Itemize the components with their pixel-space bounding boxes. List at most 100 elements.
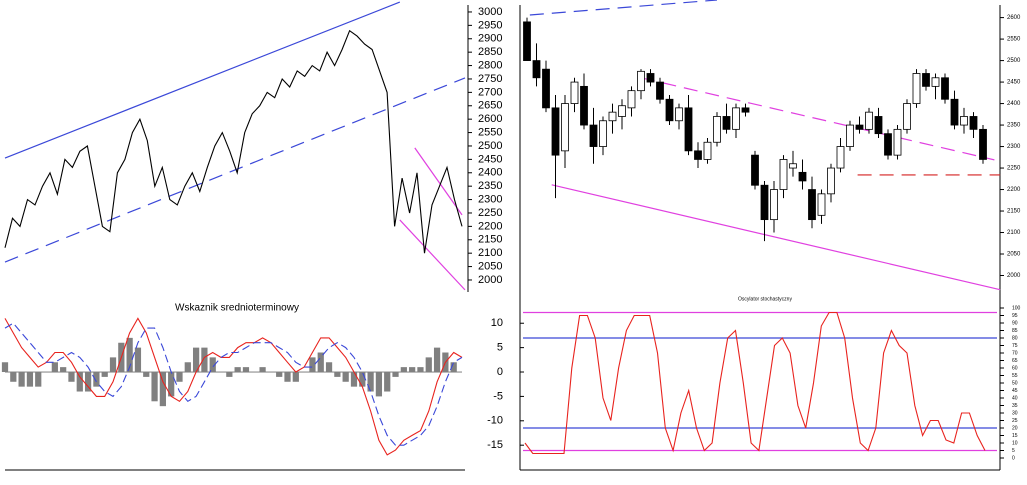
- histogram-bar: [26, 372, 34, 387]
- y-tick-label: 2600: [1007, 15, 1021, 21]
- y-tick-label: 2050: [478, 260, 502, 272]
- trendline: [640, 77, 995, 161]
- y-tick-label: 45: [1012, 388, 1018, 394]
- candle-body: [722, 116, 731, 130]
- y-tick-label: 5: [1012, 448, 1015, 454]
- trendline: [529, 0, 718, 16]
- candle-body: [789, 163, 797, 169]
- y-tick-label: 2400: [478, 167, 502, 179]
- histogram-bar: [176, 372, 183, 382]
- y-tick-label: 2600: [478, 113, 502, 125]
- candle-body: [827, 167, 835, 195]
- histogram-bar: [375, 372, 383, 397]
- candle-body: [912, 73, 921, 104]
- histogram-bar: [359, 372, 366, 387]
- y-tick-label: 2150: [478, 234, 502, 246]
- histogram-bar: [184, 362, 191, 373]
- candle-body: [779, 159, 788, 190]
- y-tick-label: 0: [1012, 455, 1015, 461]
- y-tick-label: 2100: [478, 247, 502, 259]
- candle-body: [580, 85, 588, 126]
- histogram-bar: [317, 352, 324, 373]
- y-tick-label: 2050: [1007, 252, 1021, 258]
- histogram-bar: [425, 357, 432, 373]
- y-tick-label: 2250: [1007, 166, 1021, 172]
- candle-body: [855, 124, 864, 130]
- series-line: [524, 311, 986, 455]
- y-tick-label: 10: [491, 317, 503, 329]
- y-tick-label: 2350: [478, 180, 502, 192]
- y-tick-label: -10: [487, 415, 503, 427]
- candle-body: [608, 111, 617, 122]
- candle-body: [846, 124, 854, 147]
- candle-body: [770, 189, 778, 221]
- y-tick-label: 2250: [478, 207, 502, 219]
- series-line: [4, 322, 463, 446]
- histogram-bar: [76, 372, 83, 392]
- y-tick-label: 40: [1012, 395, 1018, 401]
- histogram-bar: [450, 362, 457, 373]
- y-tick-label: 2500: [478, 140, 502, 152]
- candle-body: [760, 184, 769, 221]
- candle-body: [618, 105, 626, 117]
- series-line: [4, 317, 463, 456]
- trendline: [4, 77, 466, 263]
- y-tick-label: 100: [1012, 305, 1021, 311]
- y-tick-label: 70: [1012, 350, 1018, 356]
- histogram-bar: [68, 372, 75, 382]
- y-tick-label: 2900: [478, 33, 502, 45]
- candle-body: [599, 120, 607, 147]
- candle-body: [570, 81, 579, 104]
- y-tick-label: 2300: [1007, 144, 1021, 150]
- candle-body: [969, 116, 978, 130]
- y-tick-label: 65: [1012, 358, 1018, 364]
- y-tick-label: 85: [1012, 328, 1018, 334]
- candle-body: [817, 193, 826, 216]
- histogram-bar: [334, 372, 341, 377]
- y-tick-label: 25: [1012, 418, 1018, 424]
- candle-body: [589, 124, 598, 147]
- y-tick-label: 2000: [1007, 273, 1021, 279]
- histogram-bar: [392, 372, 399, 377]
- y-tick-label: 2450: [1007, 80, 1021, 86]
- y-tick-label: 80: [1012, 335, 1018, 341]
- y-tick-label: 75: [1012, 343, 1018, 349]
- candle-body: [836, 146, 845, 169]
- y-tick-label: 2650: [478, 100, 502, 112]
- trendline: [4, 1, 401, 159]
- y-tick-label: 2400: [1007, 101, 1021, 107]
- histogram-bar: [10, 372, 17, 382]
- histogram-bar: [409, 367, 416, 373]
- histogram-bar: [276, 372, 283, 377]
- y-tick-label: 3000: [478, 6, 502, 18]
- histogram-bar: [325, 362, 333, 373]
- histogram-bar: [60, 367, 67, 373]
- candle-body: [950, 98, 959, 126]
- histogram-bar: [18, 372, 25, 387]
- histogram-bar: [400, 367, 407, 373]
- series-line: [4, 29, 463, 254]
- y-tick-label: 60: [1012, 365, 1018, 371]
- panel-title: Oscylator stochastyczny: [738, 296, 792, 302]
- y-tick-label: 2550: [1007, 37, 1021, 43]
- candle-body: [751, 154, 759, 186]
- y-tick-label: 2200: [478, 220, 502, 232]
- y-tick-label: 2950: [478, 19, 502, 31]
- histogram-bar: [367, 372, 374, 392]
- histogram-bar: [201, 347, 208, 373]
- histogram-bar: [93, 372, 100, 387]
- candle-body: [561, 103, 569, 152]
- y-tick-label: -15: [487, 439, 503, 451]
- trendline: [414, 147, 463, 216]
- y-tick-label: 2550: [478, 126, 502, 138]
- y-tick-label: 2450: [478, 153, 502, 165]
- candle-body: [922, 73, 930, 87]
- histogram-bar: [101, 372, 108, 377]
- candle-body: [523, 21, 531, 61]
- histogram-bar: [292, 372, 299, 382]
- candle-body: [637, 70, 645, 92]
- candle-body: [732, 107, 740, 130]
- candle-body: [979, 128, 987, 160]
- histogram-bar: [134, 347, 142, 373]
